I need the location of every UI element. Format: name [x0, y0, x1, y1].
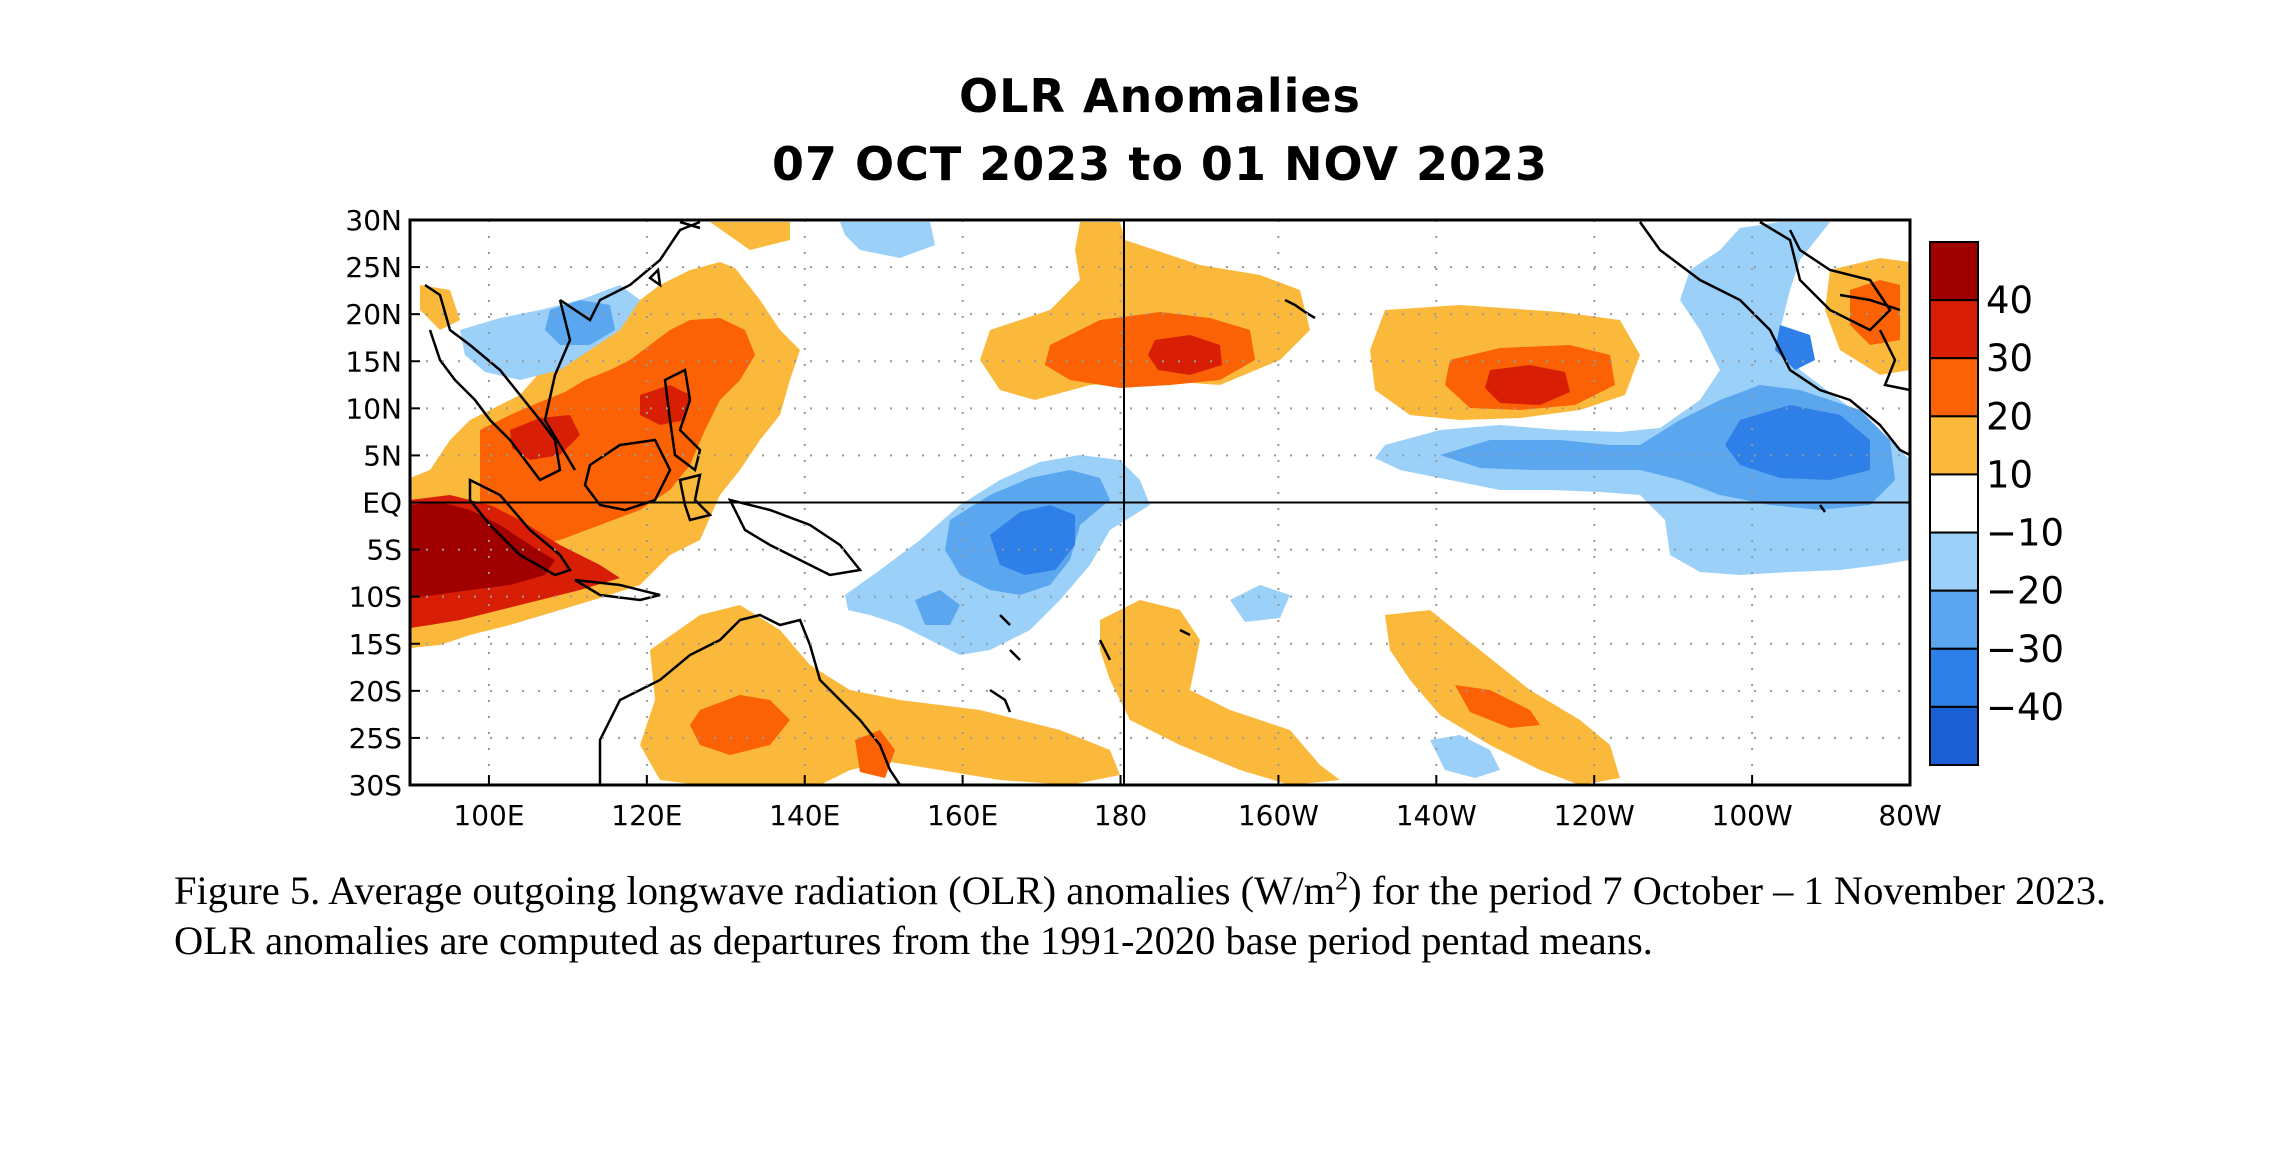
colorbar-label: −10	[1986, 512, 2064, 555]
y-tick-label: 5S	[366, 534, 402, 567]
colorbar: 40 30 20 10 −10 −20 −30 −40	[1929, 241, 2064, 767]
y-tick-label: 30S	[349, 769, 402, 802]
y-tick-label: 20N	[345, 298, 402, 331]
colorbar-swatch	[1929, 531, 1979, 592]
y-tick-label: 15S	[349, 628, 402, 661]
figure-caption: Figure 5. Average outgoing longwave radi…	[174, 866, 2184, 966]
x-tick-label: 140W	[1396, 799, 1477, 832]
chart-subtitle: 07 OCT 2023 to 01 NOV 2023	[772, 137, 1548, 191]
coastline-australia	[598, 613, 902, 785]
chart-title: OLR Anomalies	[959, 69, 1361, 123]
y-tick-label: 30N	[345, 204, 402, 237]
x-tick-label: 100E	[453, 799, 524, 832]
colorbar-label: 20	[1986, 395, 2033, 438]
anomaly-neg-10	[1230, 585, 1290, 622]
anomaly-fields	[410, 220, 1910, 785]
anomaly-neg-20	[915, 590, 960, 625]
x-tick-label: 160W	[1238, 799, 1319, 832]
coastline-gulf	[1759, 220, 1892, 332]
y-tick-label: 25N	[345, 251, 402, 284]
coastline-china	[559, 220, 701, 322]
x-tick-label: 160E	[927, 799, 998, 832]
colorbar-swatch	[1929, 705, 1979, 767]
coastline-asia	[424, 283, 562, 482]
x-tick-label: 140E	[769, 799, 840, 832]
anomaly-pos-30	[640, 385, 690, 425]
coastline-taiwan	[648, 267, 662, 288]
colorbar-swatch	[1929, 357, 1979, 418]
colorbar-label: 10	[1986, 453, 2033, 496]
anomaly-pos-10	[1100, 600, 1340, 785]
caption-superscript: 2	[1335, 866, 1349, 896]
colorbar-swatch	[1929, 415, 1979, 476]
x-tick-label: 80W	[1878, 799, 1941, 832]
anomaly-pos-30	[1485, 365, 1570, 405]
anomaly-pos-30	[1148, 335, 1222, 375]
coastline-vietnam	[543, 299, 577, 471]
coastline-sumatra	[468, 477, 572, 577]
x-tick-label: 120E	[611, 799, 682, 832]
coastline-philippines	[663, 368, 702, 473]
colorbar-swatch	[1929, 299, 1979, 360]
y-tick-label: EQ	[362, 487, 402, 520]
anomaly-neg-10	[840, 222, 935, 258]
coastline-new-guinea	[727, 498, 863, 577]
y-tick-label: 20S	[349, 675, 402, 708]
caption-text-start: Figure 5. Average outgoing longwave radi…	[174, 868, 1336, 913]
anomaly-neg-10	[1430, 735, 1500, 778]
coastline-sulawesi	[678, 473, 713, 522]
coastline-mexico	[1638, 221, 1910, 457]
coastlines	[424, 220, 1910, 785]
y-tick-label: 15N	[345, 345, 402, 378]
coastline-galapagos	[1818, 504, 1827, 513]
colorbar-label: −40	[1986, 686, 2064, 729]
x-tick-label: 180	[1094, 799, 1147, 832]
x-axis-ticks: 100E 120E 140E 160E 180 160W 140W 120W 100W 80W	[453, 775, 1942, 832]
y-tick-label: 5N	[363, 439, 402, 472]
anomaly-pos-40	[410, 502, 555, 598]
anomaly-pos-20	[855, 730, 895, 778]
colorbar-label: −20	[1986, 570, 2064, 613]
anomaly-pos-20	[1455, 685, 1540, 728]
anomaly-neg-30	[990, 505, 1075, 575]
coastline-islands-tropics	[999, 614, 1191, 661]
anomaly-pos-10	[420, 285, 460, 330]
y-tick-label: 10N	[345, 392, 402, 425]
coastline-nz-islands	[989, 688, 1012, 713]
coastline-hawaii	[1284, 298, 1316, 320]
y-tick-label: 10S	[349, 581, 402, 614]
colorbar-swatch	[1929, 241, 1979, 302]
coastline-cuba	[1839, 293, 1901, 312]
anomaly-neg-30	[1725, 405, 1870, 480]
x-tick-label: 120W	[1554, 799, 1635, 832]
colorbar-swatch	[1929, 589, 1979, 650]
negative-anomalies	[460, 222, 1910, 778]
coastline-yucatan	[1878, 329, 1910, 392]
y-tick-label: 25S	[349, 722, 402, 755]
colorbar-label: −30	[1986, 628, 2064, 671]
colorbar-label: 30	[1986, 337, 2033, 380]
colorbar-label: 40	[1986, 279, 2033, 322]
anomaly-pos-20	[1850, 280, 1900, 345]
colorbar-swatch	[1929, 647, 1979, 708]
y-axis-ticks: 30N 25N 20N 15N 10N 5N EQ 5S 10S 15S 20S 25S 30S	[345, 204, 420, 802]
anomaly-pos-20	[690, 695, 790, 755]
coastline-japan-south	[679, 220, 701, 230]
x-tick-label: 100W	[1712, 799, 1793, 832]
colorbar-swatch	[1929, 473, 1979, 534]
anomaly-pos-10	[710, 222, 790, 250]
coastline-borneo	[583, 438, 672, 512]
caption-text-end: ) for the period 7 October – 1 November …	[174, 868, 2107, 963]
